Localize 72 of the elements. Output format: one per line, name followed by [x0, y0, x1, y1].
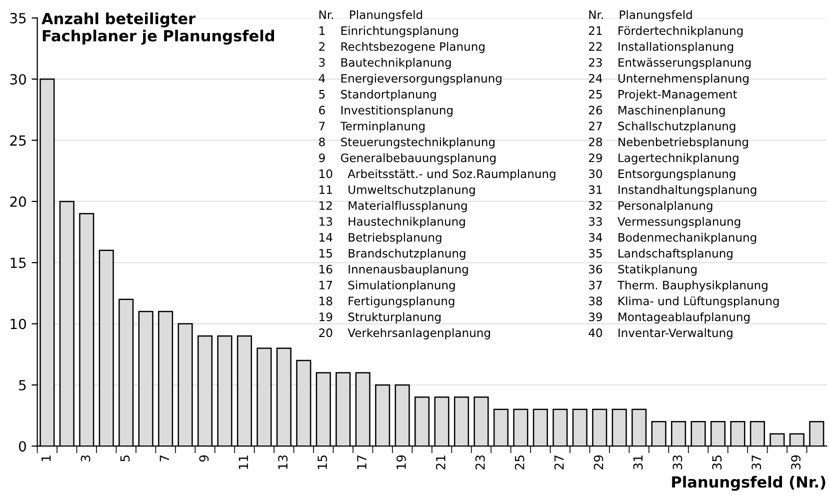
annotation: 18 Fertigungsplanung — [320, 296, 454, 308]
chart-title: Anzahl beteiligter Fachplaner je Planungsfeld — [42, 12, 274, 45]
annotation: 3 Bautechnikplanung — [319, 58, 451, 70]
x-tick-label: 27 — [554, 456, 564, 470]
x-tick-label: 21 — [436, 456, 446, 470]
annotation: 40 Inventar-Verwaltung — [588, 328, 732, 340]
annotation: 32 Personalplanung — [589, 201, 712, 212]
annotation: 36 Statikplanung — [589, 264, 697, 276]
annotation: Nr. Planungsfeld — [589, 10, 692, 22]
annotation: 39 Montageablaufplanung — [589, 312, 750, 324]
y-tick-label: 15 — [10, 258, 26, 268]
annotation: 27 Schallschutzplanung — [588, 121, 736, 133]
x-tick-label: 29 — [594, 455, 604, 470]
annotation: 21 Fördertechnikplanung — [588, 26, 743, 38]
annotation: 4 Energieversorgungsplanung — [318, 74, 502, 85]
annotation: 20 Verkehrsanlagenplanung — [319, 328, 490, 340]
y-tick-label: 25 — [10, 135, 26, 146]
annotation: 37 Therm. Bauphysikplanung — [589, 280, 768, 292]
annotation: 23 Entwässerungsplanung — [588, 58, 751, 70]
annotation: 15 Brandschutzplanung — [320, 248, 466, 260]
x-tick-label: 19 — [396, 455, 406, 469]
y-tick-label: 30 — [10, 74, 26, 85]
annotation: 38 Klima- und Lüftungsplanung — [589, 296, 779, 308]
annotation: 16 Innenausbauplanung — [320, 264, 468, 276]
annotation: 29 Lagertechnikplanung — [588, 153, 738, 164]
annotation: 31 Instandhaltungsplanung — [589, 185, 756, 196]
annotation: 33 Vermessungsplanung — [589, 216, 740, 228]
x-tick-label: 1 — [42, 456, 51, 462]
annotation: 1 Einrichtungsplanung — [320, 26, 458, 38]
annotation: 22 Installationsplanung — [588, 42, 734, 54]
x-tick-label: 25 — [514, 456, 524, 470]
annotation: 13 Haustechnikplanung — [320, 216, 465, 228]
annotation: 35 Landschaftsplanung — [589, 248, 732, 260]
x-tick-label: 13 — [278, 455, 288, 469]
annotation: 24 Unternehmensplanung — [588, 74, 748, 85]
annotation: Nr. Planungsfeld — [319, 10, 422, 22]
x-tick-label: 23 — [475, 455, 485, 470]
annotation: 34 Bodenmechanikplanung — [589, 232, 756, 244]
x-tick-label: 5 — [120, 456, 130, 462]
y-tick-label: 35 — [10, 12, 26, 24]
x-tick-label: 39 — [791, 455, 801, 470]
annotation: 6 Investitionsplanung — [319, 106, 453, 117]
y-tick-label: 5 — [19, 380, 26, 390]
annotation: 26 Maschinenplanung — [588, 106, 725, 117]
x-tick-label: 31 — [633, 456, 643, 470]
x-tick-label: 35 — [712, 456, 722, 470]
annotation: 9 Generalbebauungsplanung — [319, 153, 496, 164]
annotation: 25 Projekt-Management — [588, 90, 738, 101]
annotation: 17 Simulationplanung — [320, 280, 455, 292]
annotation: 7 Terminplanung — [319, 121, 425, 133]
x-tick-label: 11 — [238, 456, 248, 469]
annotation: 2 Rechtsbezogene Planung — [319, 42, 484, 54]
x-tick-label: 37 — [752, 456, 762, 470]
y-tick-label: 20 — [10, 196, 26, 207]
annotation: 19 Strukturplanung — [320, 312, 441, 324]
x-tick-label: 15 — [318, 456, 328, 469]
x-tick-label: 3 — [80, 455, 90, 462]
y-tick-label: 10 — [10, 318, 26, 330]
annotation: 28 Nebenbetriebsplanung — [588, 137, 748, 149]
annotation: 5 Standortplanung — [319, 90, 436, 101]
annotation: 30 Entsorgungsplanung — [589, 169, 736, 180]
x-tick-label: 7 — [160, 456, 169, 462]
x-axis-title: Planungsfeld (Nr.) — [672, 476, 826, 491]
y-tick-label: 0 — [18, 441, 26, 452]
annotation: 12 Materialflussplanung — [320, 201, 467, 212]
x-tick-label: 17 — [357, 456, 366, 469]
annotation: 8 Steuerungstechnikplanung — [319, 137, 495, 149]
annotation: 14 Betriebsplanung — [320, 232, 442, 244]
annotation: 10 Arbeitsstätt.- und Soz.Raumplanung — [320, 169, 556, 180]
x-tick-label: 33 — [672, 455, 682, 470]
annotation: 11 Umweltschutzplanung — [320, 185, 475, 196]
x-tick-label: 9 — [199, 455, 209, 462]
